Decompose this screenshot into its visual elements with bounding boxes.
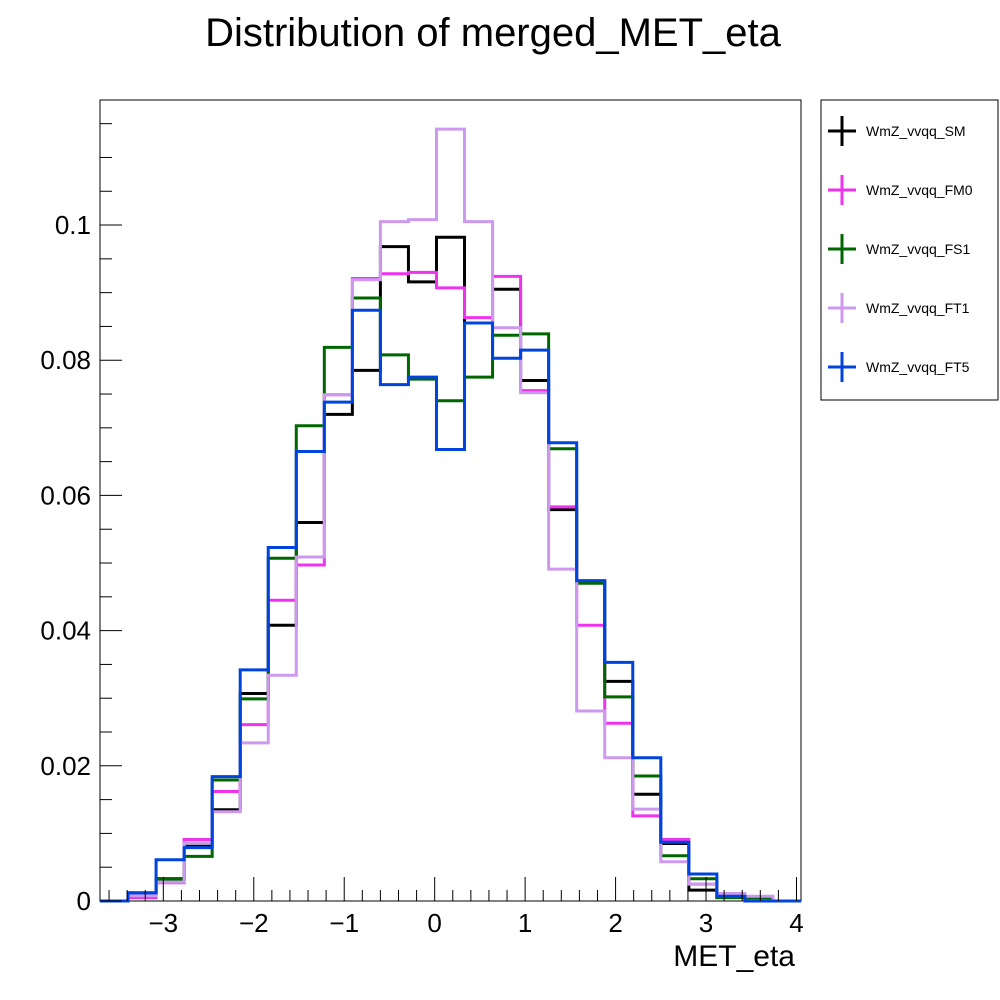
y-tick-label: 0.06: [40, 480, 91, 510]
y-tick-label: 0.04: [40, 616, 91, 646]
x-tick-label: −2: [239, 908, 269, 938]
legend-label: WmZ_vvqq_FM0: [866, 182, 973, 198]
plot-frame: [99, 99, 802, 902]
x-tick-label: 4: [789, 908, 803, 938]
legend-entry-WmZ_vvqq_FS1: WmZ_vvqq_FS1: [828, 234, 970, 264]
x-tick-label: −3: [148, 908, 178, 938]
legend: WmZ_vvqq_SM WmZ_vvqq_FM0 WmZ_vvqq_FS1 WmZ_v…: [820, 99, 999, 401]
y-tick-label: 0.1: [55, 210, 91, 240]
y-tick-label: 0.02: [40, 751, 91, 781]
x-axis-label: MET_eta: [673, 940, 795, 973]
series-line-WmZ_vvqq_FT5: [100, 308, 801, 903]
legend-label: WmZ_vvqq_SM: [866, 123, 966, 139]
chart-title: Distribution of merged_MET_eta: [205, 11, 782, 55]
series-line-WmZ_vvqq_FT1: [100, 127, 801, 903]
legend-label: WmZ_vvqq_FS1: [866, 241, 970, 257]
legend-entry-WmZ_vvqq_FT5: WmZ_vvqq_FT5: [828, 352, 970, 382]
y-tick-label: 0.08: [40, 345, 91, 375]
legend-label: WmZ_vvqq_FT5: [866, 359, 970, 375]
legend-label: WmZ_vvqq_FT1: [866, 300, 970, 316]
legend-entry-WmZ_vvqq_FT1: WmZ_vvqq_FT1: [828, 293, 970, 323]
x-tick-label: 0: [427, 908, 441, 938]
series-line-WmZ_vvqq_FM0: [100, 270, 801, 903]
series-line-WmZ_vvqq_FS1: [100, 296, 801, 903]
y-tick-label: 0: [77, 886, 91, 916]
x-tick-label: −1: [329, 908, 359, 938]
x-tick-label: 3: [699, 908, 713, 938]
series-line-WmZ_vvqq_SM: [100, 235, 801, 903]
ticks-layer: [100, 123, 797, 902]
series-layer: [100, 127, 801, 903]
legend-entry-WmZ_vvqq_SM: WmZ_vvqq_SM: [828, 116, 966, 146]
tick-labels-layer: −3 −2 −1 0 1 2 3 4 0 0.02 0.04 0.06 0.08 0.1: [40, 210, 803, 938]
x-tick-label: 1: [518, 908, 532, 938]
legend-entry-WmZ_vvqq_FM0: WmZ_vvqq_FM0: [828, 175, 973, 205]
x-tick-label: 2: [608, 908, 622, 938]
